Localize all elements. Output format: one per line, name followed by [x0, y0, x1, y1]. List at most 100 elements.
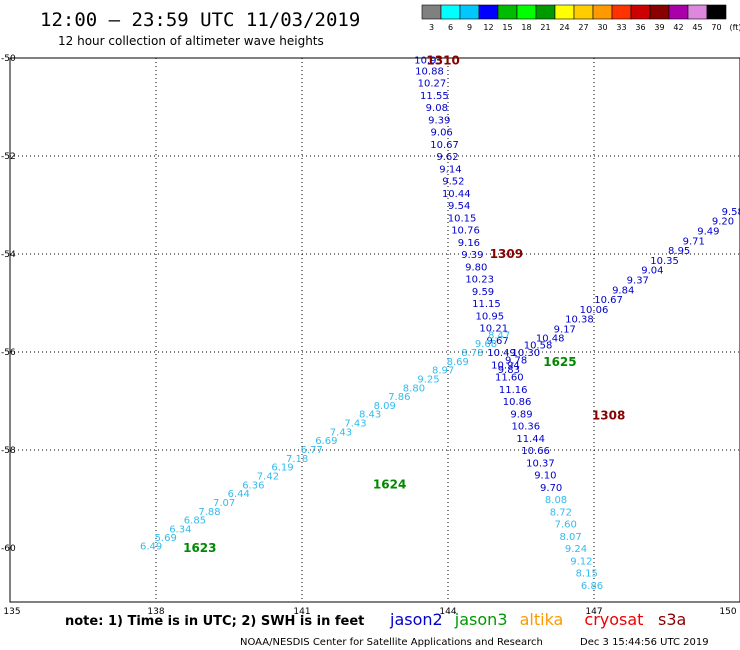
mission-s3a: s3a [658, 610, 686, 629]
scale-swatch [497, 4, 518, 20]
wave-height-value: 9.83 [498, 365, 520, 376]
wave-height-value: 7.60 [555, 520, 577, 531]
wave-height-value: 9.16 [458, 238, 480, 249]
scale-label: 9 [467, 23, 472, 32]
wave-height-value: 8.15 [576, 569, 598, 580]
scale-swatch [478, 4, 499, 20]
wave-height-value: 10.93 [414, 55, 443, 66]
wave-height-value: 9.39 [428, 115, 450, 126]
wave-height-value: 9.49 [697, 226, 719, 237]
wave-height-value: 10.21 [479, 324, 508, 335]
scale-swatch [535, 4, 556, 20]
lat-tick-label: -56 [1, 348, 16, 358]
lon-tick-label: 138 [147, 607, 164, 617]
wave-height-value: 6.34 [169, 524, 191, 535]
wave-height-value: 6.44 [228, 489, 250, 500]
wave-height-value: 9.52 [442, 177, 464, 188]
wave-height-value: 10.48 [536, 333, 565, 344]
pass-number: 1309 [490, 247, 523, 261]
scale-label: 42 [673, 23, 683, 32]
scale-label: 6 [448, 23, 453, 32]
scale-swatch [573, 4, 594, 20]
map-title: 12:00 – 23:59 UTC 11/03/2019 [40, 9, 360, 31]
wave-height-value: 9.67 [487, 336, 509, 347]
wave-height-value: 8.08 [545, 495, 567, 506]
wave-height-value: 10.67 [430, 140, 459, 151]
wave-height-value: 10.27 [418, 79, 447, 90]
wave-height-value: 8.07 [560, 532, 582, 543]
wave-height-value: 10.58 [524, 341, 553, 352]
lat-tick-label: -58 [1, 446, 16, 456]
scale-label: 36 [635, 23, 645, 32]
wave-height-value: 9.39 [461, 250, 483, 261]
wave-height-value: 11.15 [472, 299, 501, 310]
wave-height-value: 11.60 [495, 373, 524, 384]
pass-labels: 1310 1309 1308 1625 1624 1623 [183, 53, 625, 555]
scale-swatch [630, 4, 651, 20]
mission-altika: altika [520, 610, 564, 629]
scale-label: 30 [597, 23, 607, 32]
wave-height-value: 9.06 [431, 128, 453, 139]
wave-height-value: 9.37 [627, 275, 649, 286]
lat-tick-label: -60 [1, 544, 16, 554]
wave-height-value: 9.25 [417, 374, 439, 385]
wave-height-value: 9.71 [683, 236, 705, 247]
scale-label: 3 [429, 23, 434, 32]
wave-height-value: 8.72 [550, 507, 572, 518]
mission-legend: jason2 jason3 altika cryosat s3a [389, 610, 686, 629]
scale-label: 21 [540, 23, 550, 32]
scale-label: 33 [616, 23, 626, 32]
satellite-tracks: 10.9310.8810.2711.559.089.399.0610.679.6… [140, 55, 740, 591]
lat-tick-label: -52 [1, 152, 16, 162]
wave-height-value: 8.47 [488, 330, 510, 341]
mission-cryosat: cryosat [584, 610, 643, 629]
wave-height-value: 10.35 [650, 256, 679, 267]
wave-height-value: 8.09 [374, 401, 396, 412]
wave-height-value: 9.68 [475, 339, 497, 350]
wave-height-value: 8.78 [461, 348, 483, 359]
scale-label: 45 [692, 23, 702, 32]
mission-jason3: jason3 [454, 610, 508, 629]
wave-height-value: 10.76 [451, 226, 480, 237]
wave-height-value: 9.20 [712, 217, 734, 228]
wave-height-value: 10.67 [594, 295, 623, 306]
wave-height-value: 8.97 [432, 366, 454, 377]
wave-height-value: 9.89 [510, 409, 532, 420]
wave-height-value: 7.42 [257, 471, 279, 482]
scale-swatch [554, 4, 575, 20]
scale-swatch [611, 4, 632, 20]
wave-height-value: 9.54 [448, 201, 470, 212]
wave-height-value: 6.36 [242, 480, 264, 491]
wave-height-value: 9.70 [540, 483, 562, 494]
wave-height-value: 9.80 [465, 262, 487, 273]
wave-height-value: 11.55 [420, 91, 449, 102]
timestamp-text: Dec 3 15:44:56 UTC 2019 [580, 637, 709, 648]
wave-height-value: 10.94 [491, 360, 520, 371]
mission-jason2: jason2 [389, 610, 443, 629]
scale-label: 12 [483, 23, 493, 32]
scale-swatch [440, 4, 461, 20]
wave-height-value: 11.44 [516, 434, 545, 445]
wave-height-value: 6.69 [315, 436, 337, 447]
scale-swatch [668, 4, 689, 20]
lon-tick-label: 144 [439, 607, 456, 617]
wave-height-value: 7.43 [344, 419, 366, 430]
plot-frame [9, 57, 740, 603]
scale-label: 70 [711, 23, 721, 32]
scale-swatch [649, 4, 670, 20]
wave-height-value: 7.43 [330, 427, 352, 438]
wave-height-value: 7.18 [286, 454, 308, 465]
wave-height-value: 9.08 [426, 103, 448, 114]
scale-swatch [516, 4, 537, 20]
wave-height-value: 7.07 [213, 498, 235, 509]
wave-height-value: 9.10 [534, 471, 556, 482]
wave-height-value: 10.44 [442, 189, 471, 200]
scale-swatch [687, 4, 708, 20]
scale-swatch [706, 4, 727, 20]
wave-height-value: 10.36 [512, 422, 541, 433]
pass-number: 1310 [426, 53, 459, 67]
wave-height-value: 10.38 [565, 315, 594, 326]
wave-height-value: 7.86 [388, 392, 410, 403]
wave-height-value: 7.88 [198, 507, 220, 518]
wave-height-value: 9.12 [570, 556, 592, 567]
